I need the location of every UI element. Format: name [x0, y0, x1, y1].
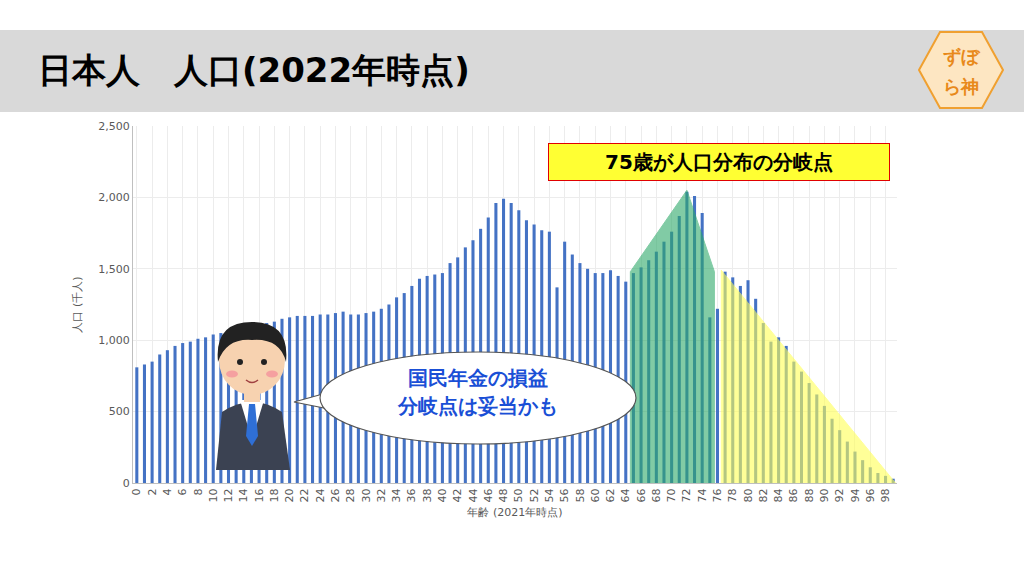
- svg-text:64: 64: [619, 488, 632, 502]
- svg-text:16: 16: [253, 488, 266, 502]
- svg-text:80: 80: [742, 488, 755, 502]
- svg-text:96: 96: [864, 488, 877, 502]
- svg-text:74: 74: [696, 488, 709, 502]
- svg-text:72: 72: [680, 488, 693, 502]
- svg-text:0: 0: [123, 477, 130, 490]
- svg-text:32: 32: [375, 488, 388, 502]
- svg-text:52: 52: [528, 488, 541, 502]
- svg-text:2,000: 2,000: [98, 191, 130, 204]
- svg-text:42: 42: [451, 488, 464, 502]
- svg-text:70: 70: [665, 488, 678, 502]
- svg-text:46: 46: [482, 488, 495, 502]
- svg-text:2,500: 2,500: [98, 120, 130, 133]
- svg-text:20: 20: [283, 488, 296, 502]
- svg-text:48: 48: [497, 488, 510, 502]
- svg-text:88: 88: [803, 488, 816, 502]
- svg-text:50: 50: [512, 488, 525, 502]
- svg-text:ら神: ら神: [943, 76, 979, 97]
- svg-text:94: 94: [849, 488, 862, 502]
- svg-text:78: 78: [726, 488, 739, 502]
- svg-text:ずぼ: ずぼ: [943, 46, 981, 68]
- svg-text:56: 56: [558, 488, 571, 502]
- svg-text:4: 4: [161, 488, 174, 495]
- svg-text:66: 66: [635, 488, 648, 502]
- svg-text:68: 68: [650, 488, 663, 502]
- svg-text:国民年金の損益: 国民年金の損益: [408, 366, 548, 390]
- svg-text:92: 92: [833, 488, 846, 502]
- svg-text:84: 84: [772, 488, 785, 502]
- svg-text:28: 28: [344, 488, 357, 502]
- html-text:75歳が人口分布の分岐点: 75歳が人口分布の分岐点: [605, 150, 833, 174]
- html-text:日本人 人口(2022年時点): 日本人 人口(2022年時点): [38, 50, 470, 90]
- svg-text:90: 90: [818, 488, 831, 502]
- svg-text:1,000: 1,000: [98, 334, 130, 347]
- svg-text:58: 58: [574, 488, 587, 502]
- svg-text:24: 24: [314, 488, 327, 502]
- svg-text:0: 0: [130, 488, 143, 495]
- svg-text:年齢 (2021年時点): 年齢 (2021年時点): [467, 506, 562, 519]
- svg-text:98: 98: [879, 488, 892, 502]
- svg-text:60: 60: [589, 488, 602, 502]
- svg-text:36: 36: [405, 488, 418, 502]
- svg-text:44: 44: [467, 488, 480, 502]
- svg-text:22: 22: [298, 488, 311, 502]
- svg-text:30: 30: [360, 488, 373, 502]
- svg-text:8: 8: [192, 488, 205, 495]
- svg-text:1,500: 1,500: [98, 263, 130, 276]
- svg-text:38: 38: [421, 488, 434, 502]
- svg-text:34: 34: [390, 488, 403, 502]
- svg-text:2: 2: [146, 488, 159, 495]
- svg-text:86: 86: [787, 488, 800, 502]
- svg-text:10: 10: [207, 488, 220, 502]
- svg-text:62: 62: [604, 488, 617, 502]
- svg-text:14: 14: [237, 488, 250, 502]
- svg-text:26: 26: [329, 488, 342, 502]
- svg-text:12: 12: [222, 488, 235, 502]
- svg-text:500: 500: [109, 405, 130, 418]
- svg-text:82: 82: [757, 488, 770, 502]
- svg-text:54: 54: [543, 488, 556, 502]
- svg-text:18: 18: [268, 488, 281, 502]
- svg-text:人口 (千人): 人口 (千人): [71, 276, 84, 332]
- svg-text:6: 6: [176, 488, 189, 495]
- svg-text:76: 76: [711, 488, 724, 502]
- svg-text:40: 40: [436, 488, 449, 502]
- svg-text:分岐点は妥当かも: 分岐点は妥当かも: [397, 394, 558, 418]
